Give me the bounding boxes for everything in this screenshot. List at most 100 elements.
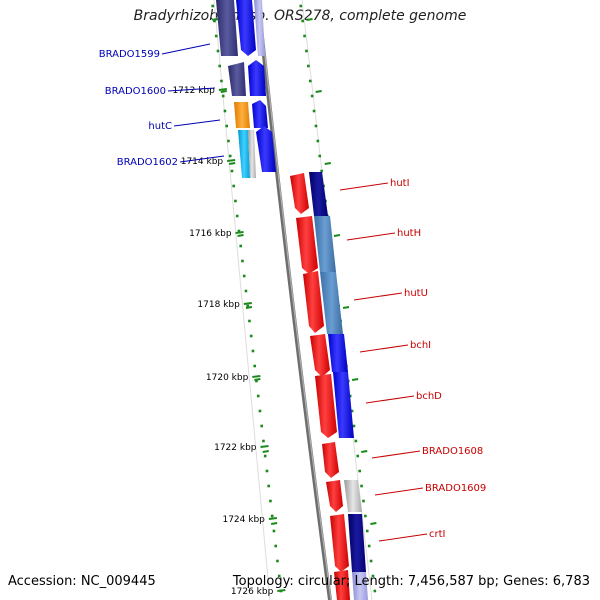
scale-dot [303, 34, 306, 38]
gene-BRADO1609-outer[interactable] [326, 480, 343, 512]
scale-dot [235, 214, 239, 218]
genome-backbone [256, 0, 332, 600]
scale-dot [241, 259, 244, 263]
kbp-tick: 1722 kbp [214, 443, 269, 453]
svg-text:hutI: hutI [390, 178, 410, 189]
scale-major-tick [351, 378, 359, 381]
gene-label-BRADO1609[interactable]: BRADO1609 [374, 483, 486, 496]
scale-major-tick [245, 306, 253, 309]
scale-dot [272, 529, 276, 533]
gene-bchI-outer[interactable] [310, 334, 330, 377]
gene-BRADO1600-outer[interactable] [228, 62, 246, 96]
accession-text: Accession: NC_009445 [8, 574, 156, 589]
scale-dot [362, 499, 365, 503]
scale-dot [350, 409, 354, 413]
gene-hutI-inner[interactable] [309, 172, 328, 216]
gene-label-bchI[interactable]: bchI [359, 340, 431, 353]
gene-bchI-inner[interactable] [328, 334, 348, 372]
scale-dot [253, 364, 256, 368]
scale-dot [230, 169, 234, 173]
gene-hutI-outer[interactable] [290, 173, 309, 214]
gene-BRADO1608-outer[interactable] [322, 442, 339, 478]
svg-text:bchI: bchI [410, 340, 431, 351]
kbp-tick: 1716 kbp [189, 229, 244, 239]
gene-BRADO1599-inner[interactable] [236, 0, 256, 56]
gene-BRADO1599-outer[interactable] [216, 0, 238, 56]
gene-label-BRADO1599[interactable]: BRADO1599 [99, 43, 211, 60]
scale-dot [216, 49, 220, 53]
scale-dot [364, 514, 367, 518]
gene-hutH-outer[interactable] [296, 216, 318, 274]
scale-dot [369, 559, 373, 563]
gene-label-hutU[interactable]: hutU [353, 288, 428, 301]
scale-major-tick [333, 234, 341, 237]
gene-label-hutI[interactable]: hutI [339, 178, 410, 191]
scale-dot [360, 484, 363, 488]
gene-BRADO1602-outer[interactable] [238, 130, 250, 178]
kbp-tick: 1712 kbp [172, 86, 227, 96]
scale-dot [251, 349, 255, 353]
scale-dot [274, 544, 277, 548]
gene-crtI-inner[interactable] [348, 514, 366, 572]
scale-dot [234, 199, 237, 203]
svg-text:hutH: hutH [397, 228, 421, 239]
svg-text:crtI: crtI [429, 529, 445, 540]
scale-major-tick [306, 18, 313, 21]
gene-label-bchD[interactable]: bchD [365, 391, 442, 404]
scale-dot [228, 154, 232, 158]
scale-dot [239, 244, 242, 248]
kbp-tick-label: 1726 kbp [231, 587, 274, 597]
scale-dot [352, 424, 356, 428]
scale-major-tick [212, 18, 219, 21]
scale-dot [248, 319, 251, 323]
scale-dot [312, 109, 316, 113]
gene-bchD-inner[interactable] [333, 372, 354, 438]
right-gene-labels: hutI hutH hutU bchI bchD BRADO1608 BRADO1609 cr… [339, 178, 486, 542]
genome-summary-text: Topology: circular; Length: 7,456,587 bp… [232, 574, 590, 589]
gene-label-BRADO1602[interactable]: BRADO1602 [117, 155, 225, 168]
scale-dot [214, 34, 218, 38]
gene-label-hutH[interactable]: hutH [346, 228, 421, 241]
scale-dot [320, 169, 323, 173]
svg-text:hutC: hutC [148, 121, 172, 132]
scale-dot [218, 64, 221, 68]
kbp-tick-label: 1724 kbp [222, 515, 265, 525]
scale-dot [367, 544, 371, 548]
gene-label-hutC[interactable]: hutC [148, 119, 221, 132]
gene-hutU-inner[interactable] [320, 272, 343, 334]
scale-dot [249, 334, 253, 338]
scale-dot [356, 454, 360, 458]
scale-dot [213, 19, 216, 23]
kbp-tick-label: 1722 kbp [214, 443, 257, 453]
svg-text:BRADO1602: BRADO1602 [117, 157, 178, 168]
kbp-tick: 1720 kbp [206, 373, 261, 383]
gene-hutH-inner[interactable] [314, 216, 336, 272]
scale-dot [246, 304, 249, 308]
kbp-tick-label: 1712 kbp [172, 86, 215, 96]
scale-dot [371, 574, 375, 578]
scale-dot [310, 94, 314, 98]
left-gene-block [216, 0, 276, 178]
gene-crtI-outer[interactable] [330, 514, 349, 572]
scale-dot [308, 79, 312, 83]
scale-dot [316, 139, 320, 143]
scale-dot [354, 439, 358, 443]
gene-label-BRADO1600[interactable]: BRADO1600 [105, 86, 216, 97]
gene-BRADO1609-inner[interactable] [344, 480, 362, 512]
scale-dot [227, 139, 230, 143]
gene-BRADO1602-inner[interactable] [256, 126, 276, 172]
gene-hutU-outer[interactable] [303, 271, 324, 333]
gene-hutC-inner[interactable] [252, 100, 268, 128]
gene-bchD-outer[interactable] [315, 374, 337, 438]
scale-dot [373, 589, 377, 593]
gene-label-BRADO1608[interactable]: BRADO1608 [371, 446, 483, 459]
kbp-ticks: 1712 kbp 1714 kbp 1716 kbp 1718 kbp 1720 kbp… [172, 86, 286, 597]
scale-dot [220, 79, 223, 83]
scale-major-tick [270, 522, 278, 525]
scale-dot [267, 484, 270, 488]
scale-dot [255, 379, 258, 383]
gene-hutC-outer[interactable] [234, 102, 250, 128]
gene-BRADO1600-inner[interactable] [248, 60, 266, 96]
scale-dot [223, 109, 227, 113]
gene-label-crtI[interactable]: crtI [378, 529, 445, 542]
